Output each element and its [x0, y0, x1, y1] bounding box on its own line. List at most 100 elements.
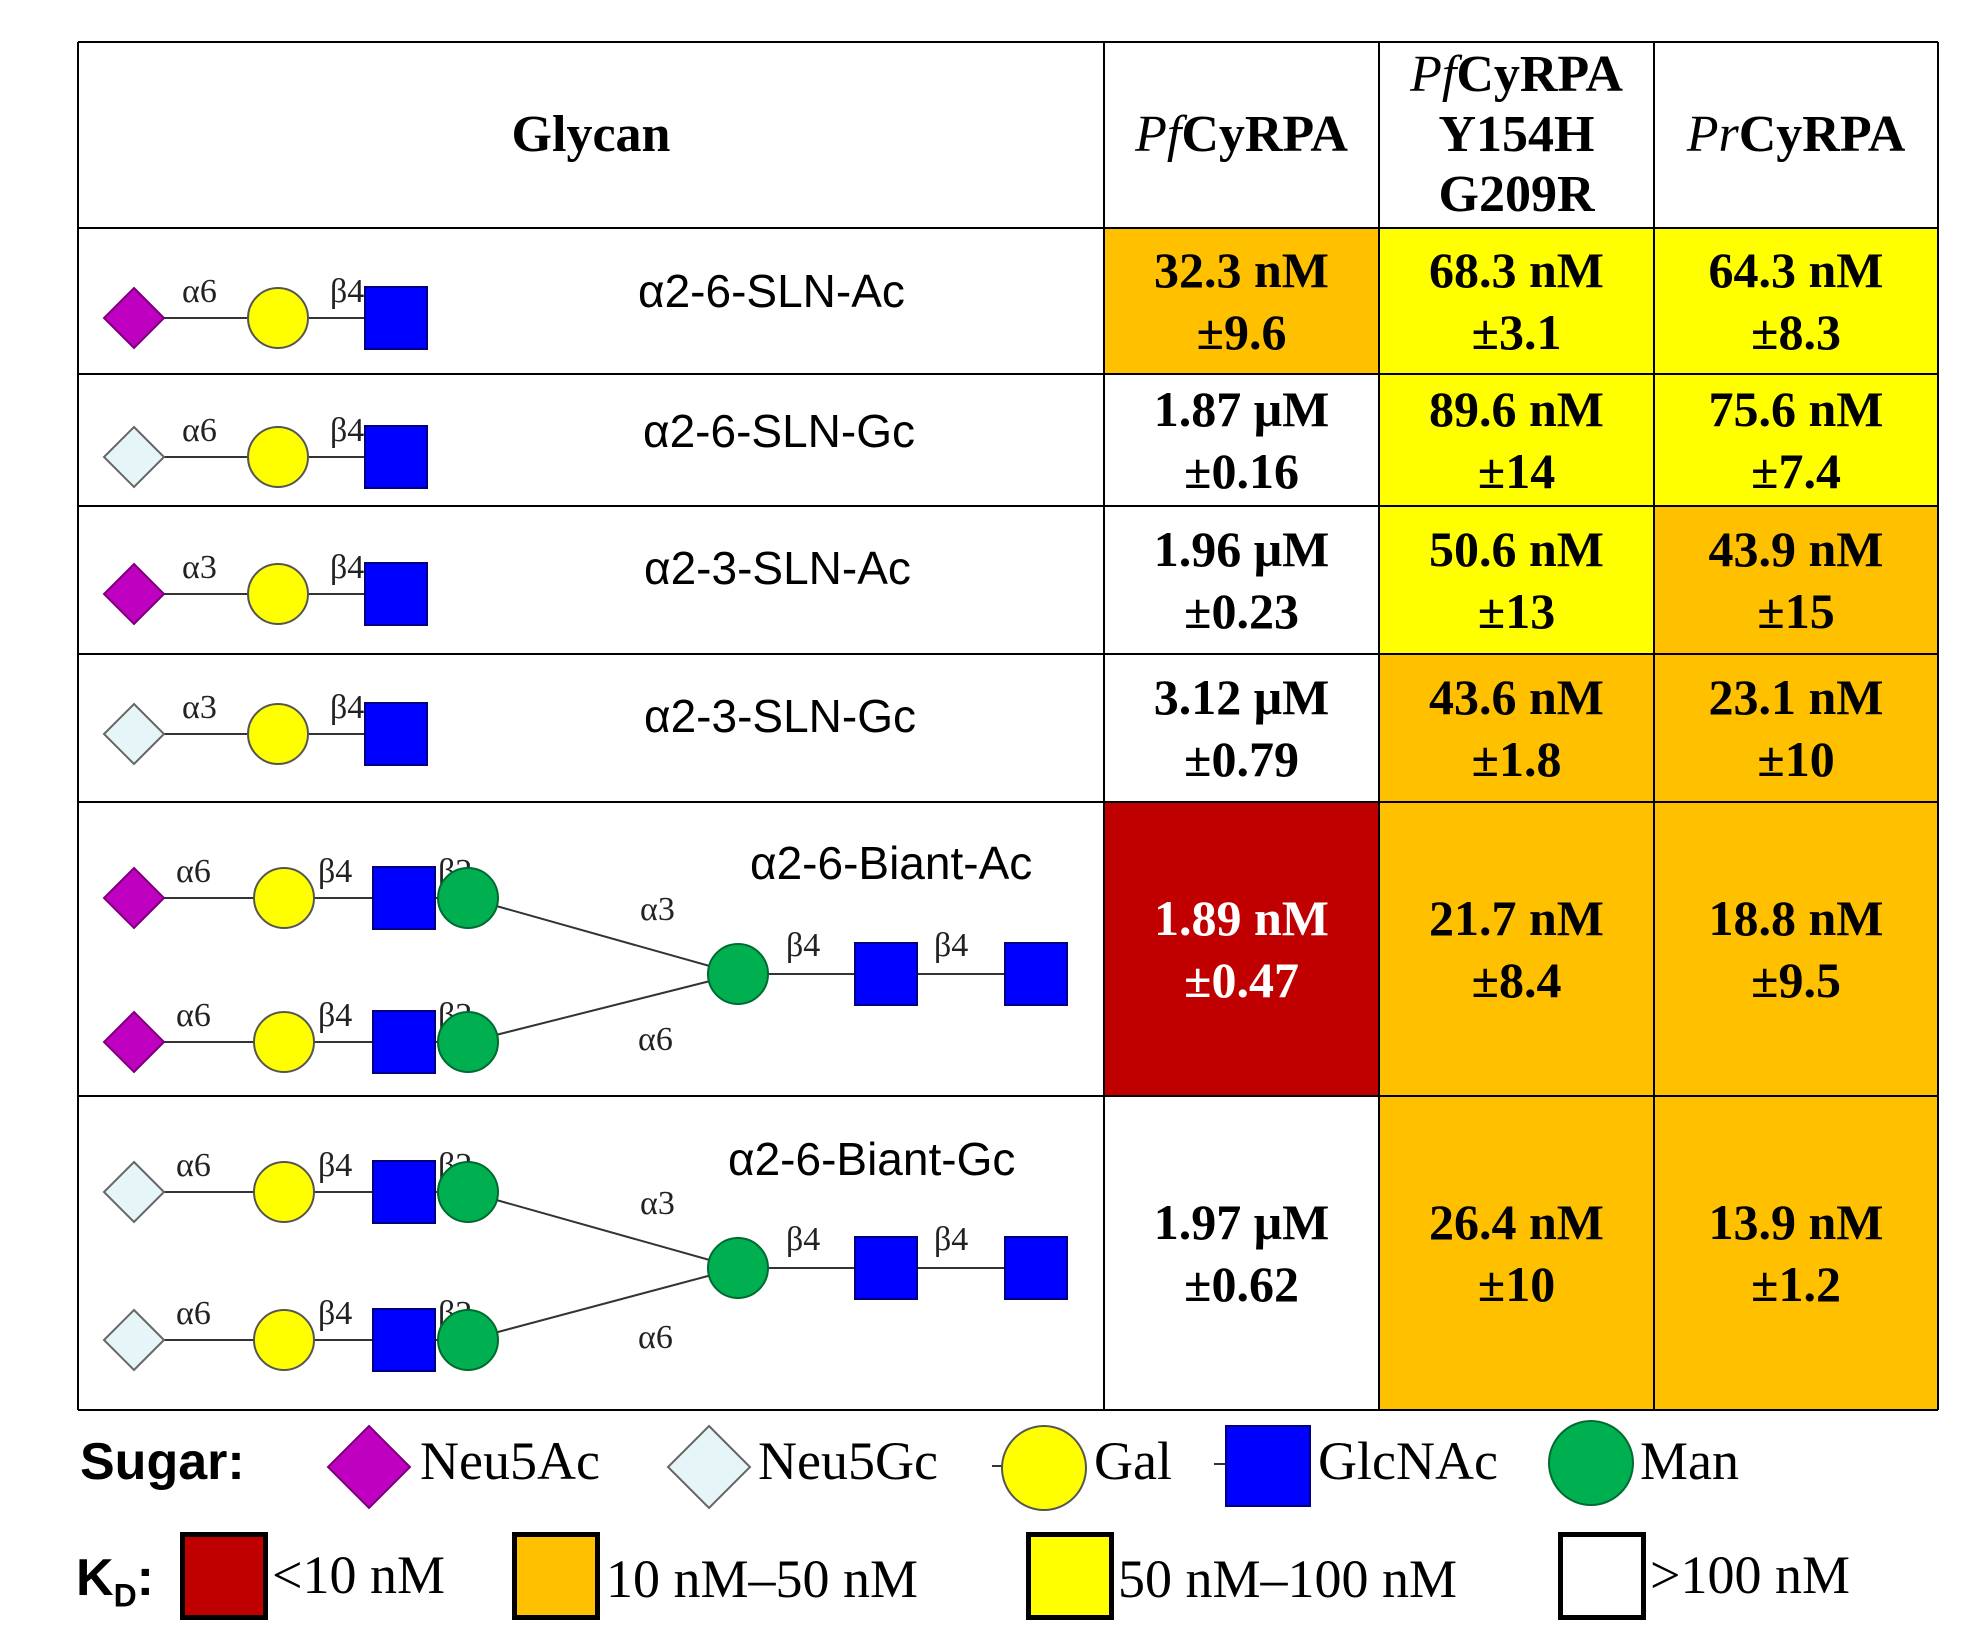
kd-cell: 43.6 nM ±1.8	[1379, 654, 1654, 802]
linkage-label: α6	[176, 1147, 211, 1184]
glycosidic-bond	[467, 1267, 739, 1341]
header-prcyrpa: PrCyRPA	[1654, 42, 1938, 228]
linkage-label: α3	[182, 689, 217, 726]
kd-cell: 13.9 nM ±1.2	[1654, 1096, 1938, 1410]
kd-value: 21.7 nM	[1429, 890, 1604, 946]
glcnac-square	[1004, 1236, 1068, 1300]
kd-error: ±10	[1477, 1256, 1556, 1312]
legend-man: Man	[1640, 1431, 1739, 1491]
glycan-structures: α6β4α6β4α3β4α3β4α6β4β2α6β4β2α3α6β4β4α6β4…	[102, 273, 1068, 1372]
kd-error: ±13	[1477, 583, 1556, 639]
legend-neu5ac: Neu5Ac	[420, 1431, 600, 1491]
glycosidic-bond	[467, 897, 739, 975]
kd-legend-title: KD:	[76, 1548, 154, 1614]
gal-legend-icon	[992, 1425, 1087, 1511]
linkage-label: β4	[330, 689, 364, 726]
kd-error: ±14	[1477, 443, 1556, 499]
linkage-label: β4	[330, 549, 364, 586]
linkage-label: α6	[182, 273, 217, 310]
glcnac-square	[854, 1236, 918, 1300]
kd-value: 75.6 nM	[1708, 381, 1884, 437]
kd-value: 18.8 nM	[1708, 890, 1884, 946]
neu5gc-diamond	[102, 425, 166, 489]
kd-value: 32.3 nM	[1154, 242, 1329, 298]
man-circle	[437, 1161, 499, 1223]
binding-table: Glycan PfCyRPA PfCyRPA Y154H G209R PrCyR…	[77, 41, 1939, 1411]
header-pfcyrpa-mutant: PfCyRPA Y154H G209R	[1379, 42, 1654, 228]
kd-colon: :	[136, 1549, 154, 1607]
linkage-label: α6	[182, 412, 217, 449]
glcnac-square	[1004, 942, 1068, 1006]
kd-value: 50.6 nM	[1429, 521, 1604, 577]
linkage-label: α6	[176, 1295, 211, 1332]
neu5ac-diamond	[326, 1424, 412, 1510]
linkage-label: β4	[934, 927, 968, 964]
glycan-name-row4: α2-3-SLN-Gc	[644, 690, 916, 742]
glcnac-square	[364, 702, 428, 766]
man-circle	[437, 867, 499, 929]
kd-cell: 50.6 nM ±13	[1379, 506, 1654, 654]
linkage-label: α6	[638, 1021, 673, 1058]
kd-cell: 21.7 nM ±8.4	[1379, 802, 1654, 1096]
neu5ac-diamond	[102, 1010, 166, 1074]
kd-value: 26.4 nM	[1429, 1194, 1604, 1250]
glcnac-square	[364, 286, 428, 350]
linkage-label: β4	[934, 1221, 968, 1258]
linkage-label: β4	[318, 853, 352, 890]
kd-value: 64.3 nM	[1708, 242, 1884, 298]
legend-gal: Gal	[1094, 1431, 1172, 1491]
header-pfcyrpa-suffix: CyRPA	[1181, 106, 1348, 163]
linkage-label: β4	[318, 1147, 352, 1184]
kd-error: ±10	[1757, 731, 1835, 787]
legend-glcnac: GlcNAc	[1318, 1431, 1498, 1491]
glycosidic-bond	[467, 1191, 739, 1269]
kd-value: 68.3 nM	[1429, 242, 1604, 298]
glcnac-square	[372, 866, 436, 930]
kd-error: ±9.6	[1196, 304, 1287, 360]
kd-error: ±15	[1757, 583, 1835, 639]
kd-cell: 26.4 nM ±10	[1379, 1096, 1654, 1410]
man-circle	[1548, 1420, 1634, 1506]
linkage-label: α3	[640, 891, 675, 928]
legend-neu5gc: Neu5Gc	[758, 1431, 938, 1491]
kd-cell: 18.8 nM ±9.5	[1654, 802, 1938, 1096]
legend-bin-50-100: 50 nM–100 nM	[1118, 1549, 1458, 1609]
kd-value: 23.1 nM	[1708, 669, 1884, 725]
legend-bin-10-50: 10 nM–50 nM	[606, 1549, 919, 1609]
glycosidic-bond	[467, 973, 739, 1043]
glcnac-square	[372, 1160, 436, 1224]
header-mutant-line3: G209R	[1438, 166, 1595, 223]
kd-cell: 3.12 μM ±0.79	[1104, 654, 1379, 802]
kd-error: ±0.79	[1184, 731, 1299, 787]
gal-circle	[247, 563, 309, 625]
linkage-label: β4	[318, 997, 352, 1034]
legend-bin-lt10: <10 nM	[272, 1545, 445, 1605]
glycan-name-row6: α2-6-Biant-Gc	[728, 1133, 1016, 1185]
header-mutant-prefix: Pf	[1410, 46, 1457, 103]
linkage-label: α6	[176, 853, 211, 890]
linkage-label: α6	[638, 1319, 673, 1356]
kd-error: ±3.1	[1471, 304, 1562, 360]
glcnac-square	[364, 425, 428, 489]
linkage-label: β4	[786, 927, 820, 964]
neu5gc-diamond	[102, 1308, 166, 1372]
swatch-gt100	[1558, 1532, 1646, 1620]
swatch-lt10	[180, 1532, 268, 1620]
neu5ac-diamond	[102, 866, 166, 930]
kd-cell: 1.87 μM ±0.16	[1104, 374, 1379, 506]
swatch-10-50	[512, 1532, 600, 1620]
header-pfcyrpa-prefix: Pf	[1135, 106, 1182, 163]
gal-circle	[253, 1161, 315, 1223]
man-circle	[437, 1309, 499, 1371]
kd-cell: 1.97 μM ±0.62	[1104, 1096, 1379, 1410]
kd-cell: 1.89 nM ±0.47	[1104, 802, 1379, 1096]
kd-error: ±8.4	[1471, 952, 1562, 1008]
header-prcyrpa-prefix: Pr	[1686, 106, 1739, 163]
table-grid	[77, 41, 1939, 1411]
linkage-label: β4	[318, 1295, 352, 1332]
header-pfcyrpa: PfCyRPA	[1104, 42, 1379, 228]
kd-letter: K	[76, 1549, 114, 1607]
gal-circle	[247, 426, 309, 488]
sugar-legend-title: Sugar:	[80, 1433, 245, 1491]
glcnac-square	[364, 562, 428, 626]
